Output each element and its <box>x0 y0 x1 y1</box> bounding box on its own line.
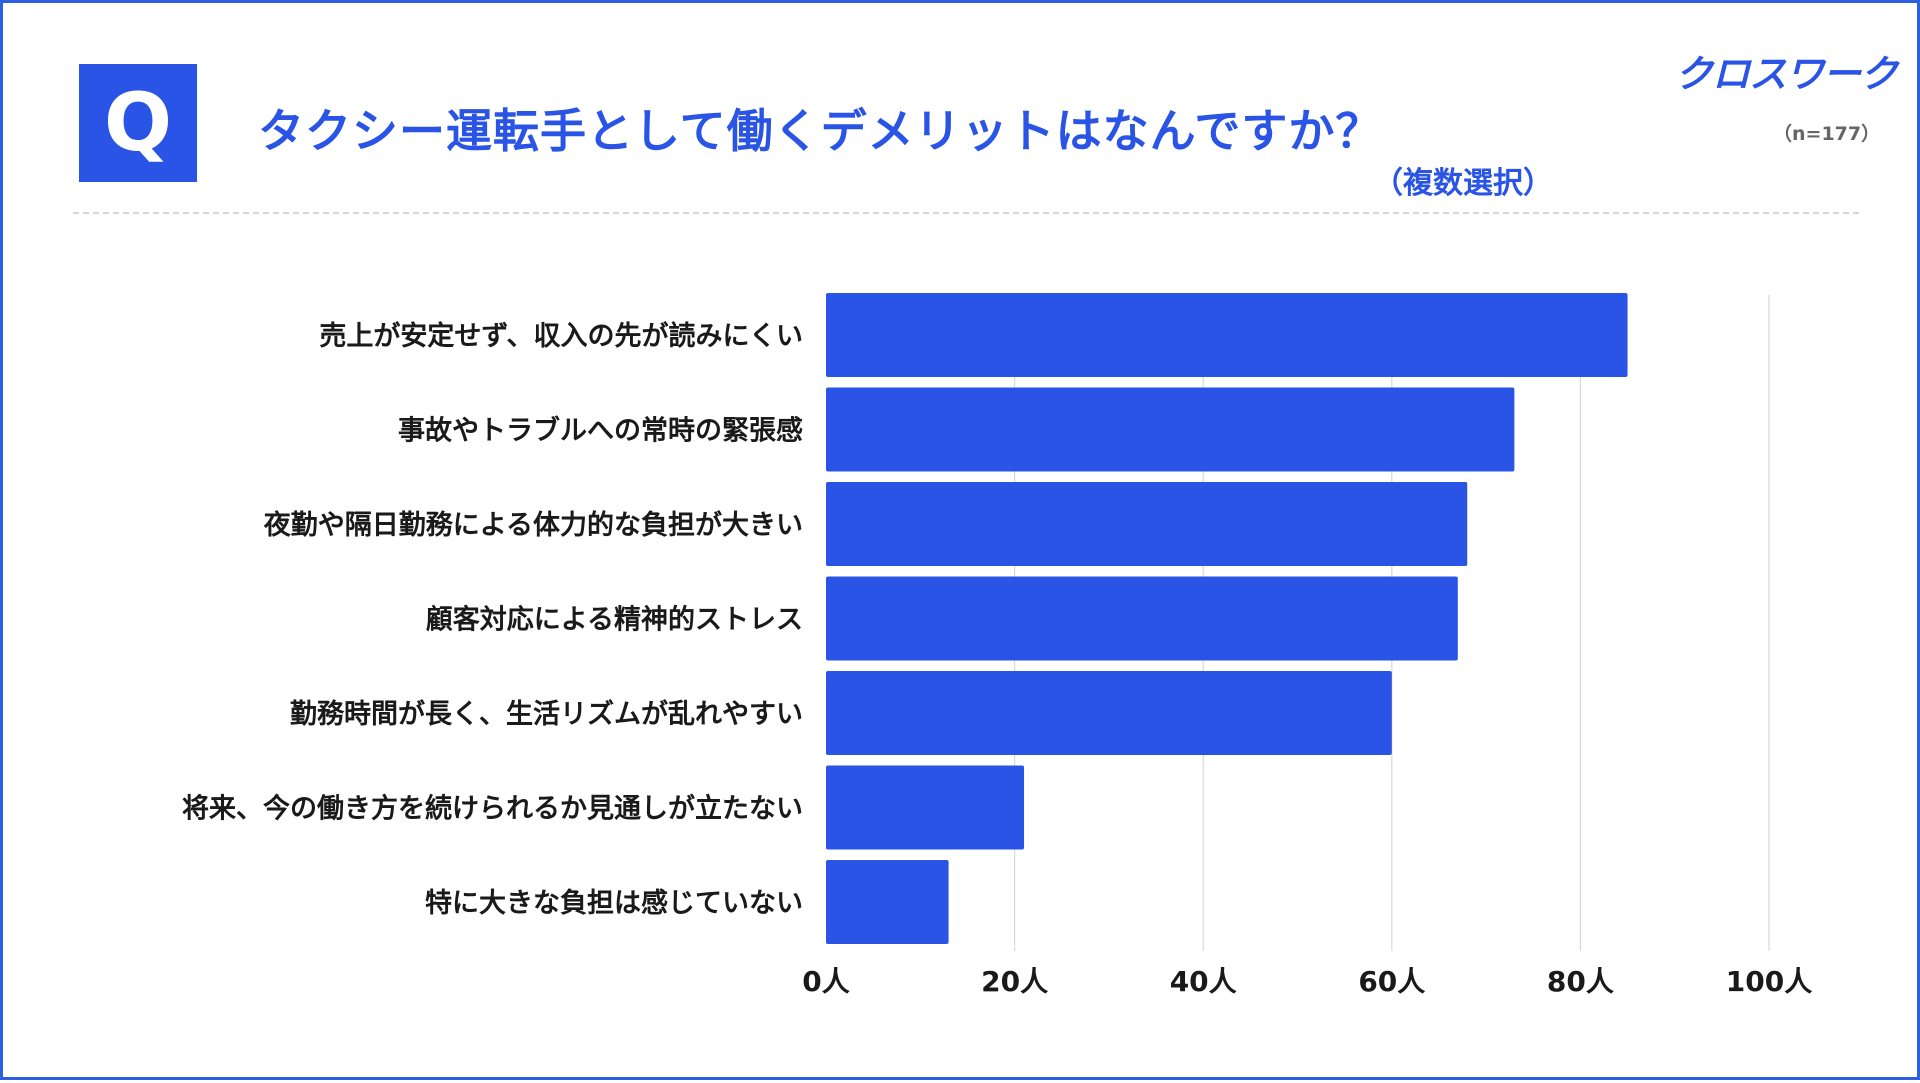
category-label-2: 夜勤や隔日勤務による体力的な負担が大きい <box>263 509 803 541</box>
header-divider <box>73 212 1859 214</box>
bar-0 <box>826 293 1628 377</box>
x-tick-label-60: 60人 <box>1358 965 1425 998</box>
question-badge: Q <box>79 64 197 182</box>
bar-5 <box>826 765 1025 850</box>
bar-1 <box>826 387 1515 472</box>
bar-4 <box>826 671 1392 755</box>
bar-chart: 売上が安定せず、収入の先が読みにくい事故やトラブルへの常時の緊張感夜勤や隔日勤務… <box>182 293 1812 998</box>
chart-title: タクシー運転手として働くデメリットはなんですか？ <box>258 104 1383 158</box>
bar-6 <box>826 860 949 944</box>
category-label-3: 顧客対応による精神的ストレス <box>426 604 803 636</box>
category-label-6: 特に大きな負担は感じていない <box>425 887 803 919</box>
category-label-0: 売上が安定せず、収入の先が読みにくい <box>319 320 803 352</box>
bar-3 <box>826 576 1458 661</box>
category-label-5: 将来、今の働き方を続けられるか見通しが立たない <box>182 793 803 825</box>
x-tick-label-100: 100人 <box>1726 965 1812 998</box>
brand-logo: クロスワーク <box>1675 52 1898 96</box>
x-tick-label-0: 0人 <box>802 965 849 998</box>
x-tick-label-80: 80人 <box>1547 965 1614 998</box>
chart-subtitle: （複数選択） <box>1373 166 1553 201</box>
category-label-1: 事故やトラブルへの常時の緊張感 <box>398 415 803 447</box>
x-tick-label-20: 20人 <box>981 965 1048 998</box>
bar-2 <box>826 482 1468 566</box>
category-label-4: 勤務時間が長く、生活リズムが乱れやすい <box>290 698 803 730</box>
x-tick-label-40: 40人 <box>1170 965 1237 998</box>
sample-size: （n=177） <box>1773 123 1881 145</box>
